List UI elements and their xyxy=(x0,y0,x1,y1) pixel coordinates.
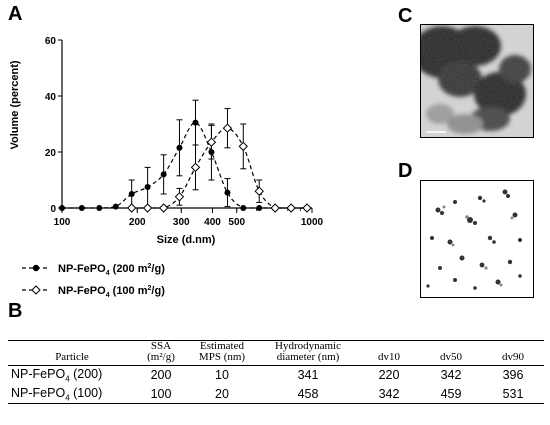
data-point xyxy=(59,205,65,211)
panel-label-c: C xyxy=(398,5,413,27)
data-point xyxy=(128,191,135,197)
col-mps: Estimated MPS (nm) xyxy=(186,340,258,366)
size-distribution-chart: 0 20 40 60 100 200 300 400 500 1000 Volume (perce… xyxy=(9,36,324,299)
cell-particle: NP-FePO4 (200) xyxy=(11,367,103,384)
chart-series xyxy=(59,99,312,213)
y-tick-label: 60 xyxy=(45,36,57,47)
cell-dv90: 396 xyxy=(502,368,524,383)
cell-hyd: 458 xyxy=(297,386,319,401)
tem-micrograph-c xyxy=(420,24,534,138)
cell-ssa: 100 xyxy=(150,386,172,401)
data-point xyxy=(142,203,153,213)
legend-item-100: NP-FePO4 (100 m2/g) xyxy=(22,285,165,299)
data-point xyxy=(158,203,169,213)
data-point xyxy=(126,203,137,213)
data-point xyxy=(206,137,217,147)
col-ssa: SSA (m²/g) xyxy=(136,340,186,366)
data-point xyxy=(254,186,264,196)
legend-label-100: NP-FePO4 (100 m2/g) xyxy=(58,285,165,299)
cell-dv10: 342 xyxy=(378,386,400,401)
table-row: NP-FePO4 (200) 200 10 341 220 342 396 xyxy=(8,366,544,385)
cell-dv90: 531 xyxy=(502,386,524,401)
legend-marker-open-diamond xyxy=(31,285,41,295)
data-point xyxy=(240,205,247,211)
col-dv90: dv90 xyxy=(482,340,544,366)
y-tick-label: 0 xyxy=(50,204,56,215)
col-hydrodynamic: Hydrodynamic diameter (nm) xyxy=(258,340,358,366)
data-point xyxy=(160,171,167,178)
cell-mps: 10 xyxy=(215,368,229,383)
data-point xyxy=(256,205,263,211)
data-point xyxy=(96,205,103,211)
panel-label-d: D xyxy=(398,160,413,182)
panel-label-b: B xyxy=(8,300,23,322)
legend-label-200: NP-FePO4 (200 m2/g) xyxy=(58,263,165,277)
particle-clusters xyxy=(426,189,522,290)
table-row: NP-FePO4 (100) 100 20 458 342 459 531 xyxy=(8,385,544,404)
data-point xyxy=(176,144,183,151)
cell-ssa: 200 xyxy=(150,368,172,383)
particle-properties-table: Particle SSA (m²/g) Estimated MPS (nm) Hyd… xyxy=(8,340,544,404)
x-tick-label: 1000 xyxy=(301,217,324,228)
data-point xyxy=(270,203,280,213)
cell-dv10: 220 xyxy=(378,368,400,383)
chart-axes: 0 20 40 60 100 200 300 400 500 1000 xyxy=(45,36,324,228)
series-1 xyxy=(126,108,312,213)
x-tick-label: 200 xyxy=(129,217,146,228)
y-axis-label: Volume (percent) xyxy=(9,60,21,149)
legend-marker-filled-circle xyxy=(32,264,40,272)
series-0 xyxy=(59,99,311,211)
x-tick-label: 100 xyxy=(54,217,71,228)
y-tick-label: 40 xyxy=(45,92,57,103)
legend: NP-FePO4 (200 m2/g) NP-FePO4 (100 m2/g) xyxy=(22,263,165,299)
table-header-row: Particle SSA (m²/g) Estimated MPS (nm) Hyd… xyxy=(8,340,544,366)
cell-particle: NP-FePO4 (100) xyxy=(11,385,103,403)
cell-dv50: 459 xyxy=(440,386,462,401)
cell-mps: 20 xyxy=(215,386,229,401)
panel-label-a: A xyxy=(8,3,23,25)
data-point xyxy=(112,203,119,210)
col-dv50: dv50 xyxy=(420,340,482,366)
series-line xyxy=(61,122,308,209)
cell-dv50: 342 xyxy=(440,368,462,383)
data-point xyxy=(302,203,312,213)
data-point xyxy=(190,162,201,173)
data-point xyxy=(174,192,185,202)
y-tick-label: 20 xyxy=(45,148,57,159)
data-point xyxy=(224,189,231,196)
cell-hyd: 341 xyxy=(297,368,319,383)
data-point xyxy=(144,184,151,190)
data-point xyxy=(222,123,233,133)
micrograph-d xyxy=(420,180,534,298)
x-axis-label: Size (d.nm) xyxy=(157,234,216,246)
series-line xyxy=(131,127,308,209)
x-tick-label: 300 xyxy=(173,217,190,228)
col-particle: Particle xyxy=(8,340,136,366)
data-point xyxy=(78,205,85,211)
col-dv10: dv10 xyxy=(358,340,420,366)
legend-item-200: NP-FePO4 (200 m2/g) xyxy=(22,263,165,277)
data-point xyxy=(192,119,199,126)
data-point xyxy=(238,141,248,152)
x-tick-label: 500 xyxy=(228,217,245,228)
data-point xyxy=(286,203,296,213)
x-tick-label: 400 xyxy=(204,217,221,228)
